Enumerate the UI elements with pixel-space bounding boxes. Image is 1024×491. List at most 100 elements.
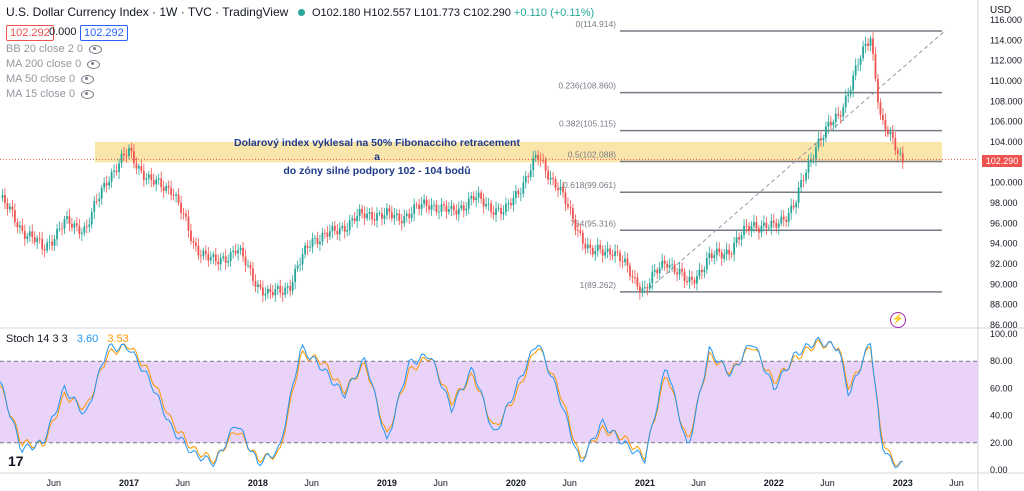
candle-body <box>257 284 259 287</box>
candle-body <box>61 228 63 230</box>
fib-level-label: 0.618(99.061) <box>563 180 616 190</box>
sell-price-box[interactable]: 102.292 <box>6 25 54 41</box>
candle-body <box>524 176 527 183</box>
candle-body <box>259 284 262 288</box>
candle-body <box>462 205 465 211</box>
price-tick-label: 100.000 <box>990 178 1023 188</box>
candle-body <box>552 177 554 179</box>
candle-body <box>276 285 279 290</box>
candle-body <box>586 244 589 249</box>
fib-level-label: 0.5(102.088) <box>568 149 616 159</box>
eye-icon[interactable] <box>87 59 101 69</box>
candle-body <box>93 200 96 212</box>
candle-body <box>621 260 624 263</box>
candle-body <box>482 198 485 207</box>
candle-body <box>274 289 277 296</box>
candle-body <box>326 232 329 237</box>
fib-level-label: 764(95.316) <box>570 218 616 228</box>
candle-body <box>673 264 676 273</box>
candle-body <box>606 248 609 252</box>
candle-body <box>147 174 150 179</box>
candle-body <box>261 287 264 296</box>
candle-body <box>562 186 564 193</box>
indicator-ma200[interactable]: MA 200 close 0 <box>6 58 101 70</box>
candle-body <box>192 241 195 243</box>
candle-body <box>328 231 331 237</box>
eye-icon[interactable] <box>81 74 95 84</box>
candle-body <box>470 195 473 199</box>
candle-body <box>415 204 418 206</box>
candle-body <box>108 181 111 186</box>
support-zone <box>95 142 942 163</box>
candle-body <box>832 121 835 126</box>
candle-body <box>611 254 614 256</box>
candle-body <box>730 254 733 256</box>
candle-body <box>542 160 545 161</box>
candle-body <box>510 203 512 206</box>
candle-body <box>572 208 574 220</box>
currency-label[interactable]: USD <box>990 5 1012 16</box>
stoch-tick-label: 60.00 <box>990 383 1013 393</box>
candle-body <box>316 237 319 244</box>
candle-body <box>485 204 488 207</box>
candle-body <box>252 268 254 281</box>
candle-body <box>155 179 158 185</box>
candle-body <box>688 276 691 283</box>
candle-body <box>301 254 304 265</box>
indicator-ma50[interactable]: MA 50 close 0 <box>6 73 95 85</box>
candle-body <box>435 204 438 213</box>
candle-body <box>891 132 894 139</box>
last-price-label: 102.290 <box>982 155 1022 167</box>
candle-body <box>202 250 205 257</box>
candle-body <box>175 194 177 196</box>
symbol-title[interactable]: U.S. Dollar Currency Index · 1W · TVC · … <box>6 5 289 19</box>
indicator-bb[interactable]: BB 20 close 2 0 <box>6 43 103 55</box>
close-value: C102.290 <box>463 7 511 19</box>
candle-body <box>142 170 145 180</box>
candle-body <box>815 147 817 160</box>
fib-level-label: 0.236(108.860) <box>558 81 616 91</box>
chart-annotation[interactable]: Dolarový index vyklesal na 50% Fibonacci… <box>232 136 522 178</box>
candle-body <box>696 276 698 284</box>
eye-icon[interactable] <box>81 89 95 99</box>
buy-price-box[interactable]: 102.292 <box>80 25 128 41</box>
candle-body <box>599 244 602 250</box>
candle-body <box>705 258 708 270</box>
candle-body <box>66 216 68 220</box>
candle-body <box>185 213 187 217</box>
candle-body <box>678 268 681 275</box>
candle-body <box>95 200 98 202</box>
candle-body <box>234 250 237 254</box>
candle-body <box>43 249 46 251</box>
candle-body <box>862 46 864 59</box>
time-tick-label: 2023 <box>893 478 913 488</box>
candle-body <box>16 222 19 228</box>
candle-body <box>653 269 656 272</box>
candle-body <box>212 254 215 258</box>
candle-body <box>31 231 34 238</box>
candle-body <box>452 205 455 211</box>
candle-body <box>666 263 669 268</box>
indicator-ma15[interactable]: MA 15 close 0 <box>6 88 95 100</box>
candle-body <box>229 251 232 262</box>
eye-icon[interactable] <box>89 44 103 54</box>
market-status-icon <box>297 9 305 17</box>
candle-body <box>68 216 71 224</box>
candle-body <box>795 202 798 208</box>
candle-body <box>18 225 21 228</box>
candle-body <box>433 204 435 206</box>
trendline <box>644 29 947 293</box>
candle-body <box>777 223 780 228</box>
candle-body <box>554 178 557 189</box>
candle-body <box>28 231 31 237</box>
time-tick-label: 2019 <box>377 478 397 488</box>
candle-body <box>854 65 857 76</box>
candle-body <box>718 248 721 253</box>
candle-body <box>886 129 889 135</box>
candle-body <box>537 154 540 160</box>
flash-icon[interactable]: ⚡ <box>890 312 906 328</box>
candle-body <box>564 192 567 205</box>
candle-body <box>306 245 309 248</box>
stoch-legend[interactable]: Stoch 14 3 3 3.60 3.53 <box>6 333 129 345</box>
